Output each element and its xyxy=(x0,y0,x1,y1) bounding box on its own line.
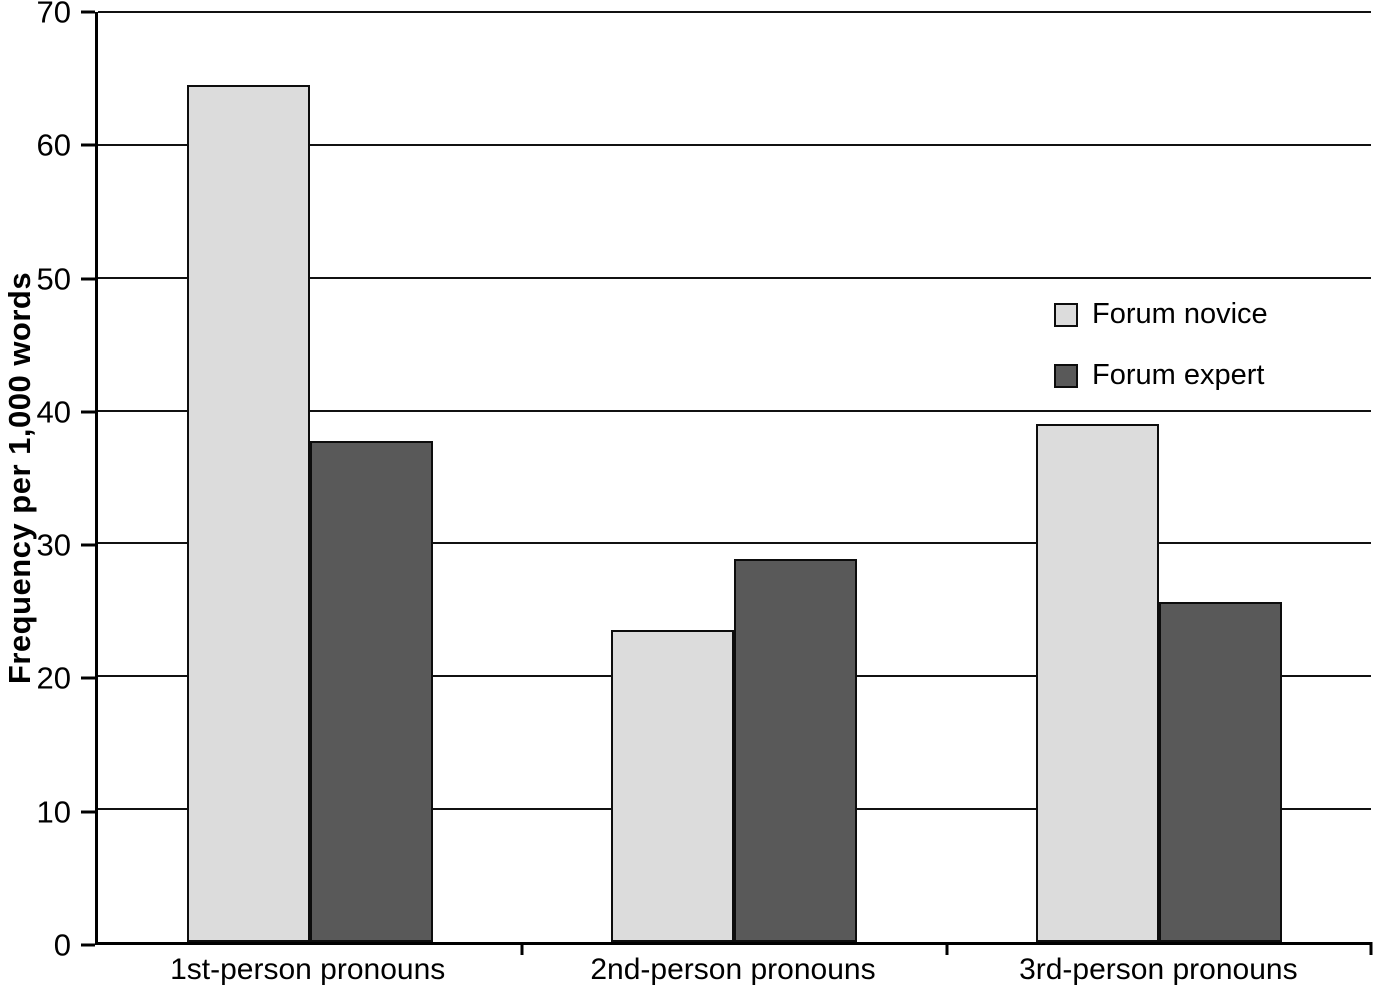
chart-legend: Forum novice Forum expert xyxy=(1054,300,1268,390)
y-tick-label-0: 0 xyxy=(53,927,71,963)
bar-group-3 xyxy=(1035,12,1282,942)
y-tick-mark-10 xyxy=(81,810,95,814)
y-tick-label-40: 40 xyxy=(36,394,71,430)
bar-forum-novice xyxy=(611,629,735,942)
bar-forum-expert xyxy=(1158,601,1282,942)
y-tick-mark-30 xyxy=(81,543,95,547)
y-tick-label-50: 50 xyxy=(36,261,71,297)
y-tick-mark-50 xyxy=(81,277,95,281)
y-tick-label-10: 10 xyxy=(36,794,71,830)
x-axis-labels: 1st-person pronouns 2nd-person pronouns 3r… xyxy=(95,952,1371,992)
legend-label: Forum novice xyxy=(1092,298,1268,330)
x-tick-mark-1 xyxy=(520,942,524,955)
gridline-60 xyxy=(98,143,1371,146)
y-tick-label-20: 20 xyxy=(36,660,71,696)
plot-area: Forum novice Forum expert xyxy=(95,11,1373,955)
legend-swatch xyxy=(1054,302,1078,327)
y-axis: 0 10 20 30 40 50 60 70 xyxy=(0,0,95,961)
y-tick-label-70: 70 xyxy=(36,0,71,30)
x-category-label-3: 3rd-person pronouns xyxy=(1019,953,1298,986)
y-tick-mark-0 xyxy=(81,943,95,947)
x-tick-mark-3 xyxy=(1369,942,1373,955)
bar-group-2 xyxy=(611,12,858,942)
y-tick-label-30: 30 xyxy=(36,527,71,563)
bar-forum-novice xyxy=(1035,423,1159,942)
bar-group-1 xyxy=(187,12,434,942)
gridline-30 xyxy=(98,542,1371,545)
bar-forum-novice xyxy=(187,85,311,942)
x-tick-mark-2 xyxy=(945,942,949,955)
y-tick-mark-20 xyxy=(81,676,95,680)
gridline-50 xyxy=(98,276,1371,279)
legend-item-forum-novice: Forum novice xyxy=(1054,300,1268,329)
legend-label: Forum expert xyxy=(1092,359,1265,391)
x-category-label-2: 2nd-person pronouns xyxy=(590,953,876,986)
gridline-40 xyxy=(98,409,1371,412)
bar-forum-expert xyxy=(310,441,434,942)
legend-swatch xyxy=(1054,363,1078,388)
bar-forum-expert xyxy=(734,559,858,942)
y-tick-mark-40 xyxy=(81,410,95,414)
legend-item-forum-expert: Forum expert xyxy=(1054,361,1268,390)
y-tick-mark-70 xyxy=(81,10,95,14)
bar-groups xyxy=(98,12,1371,942)
x-category-label-1: 1st-person pronouns xyxy=(170,953,446,986)
gridline-70 xyxy=(98,11,1371,13)
y-tick-mark-60 xyxy=(81,143,95,147)
y-tick-label-60: 60 xyxy=(36,127,71,163)
